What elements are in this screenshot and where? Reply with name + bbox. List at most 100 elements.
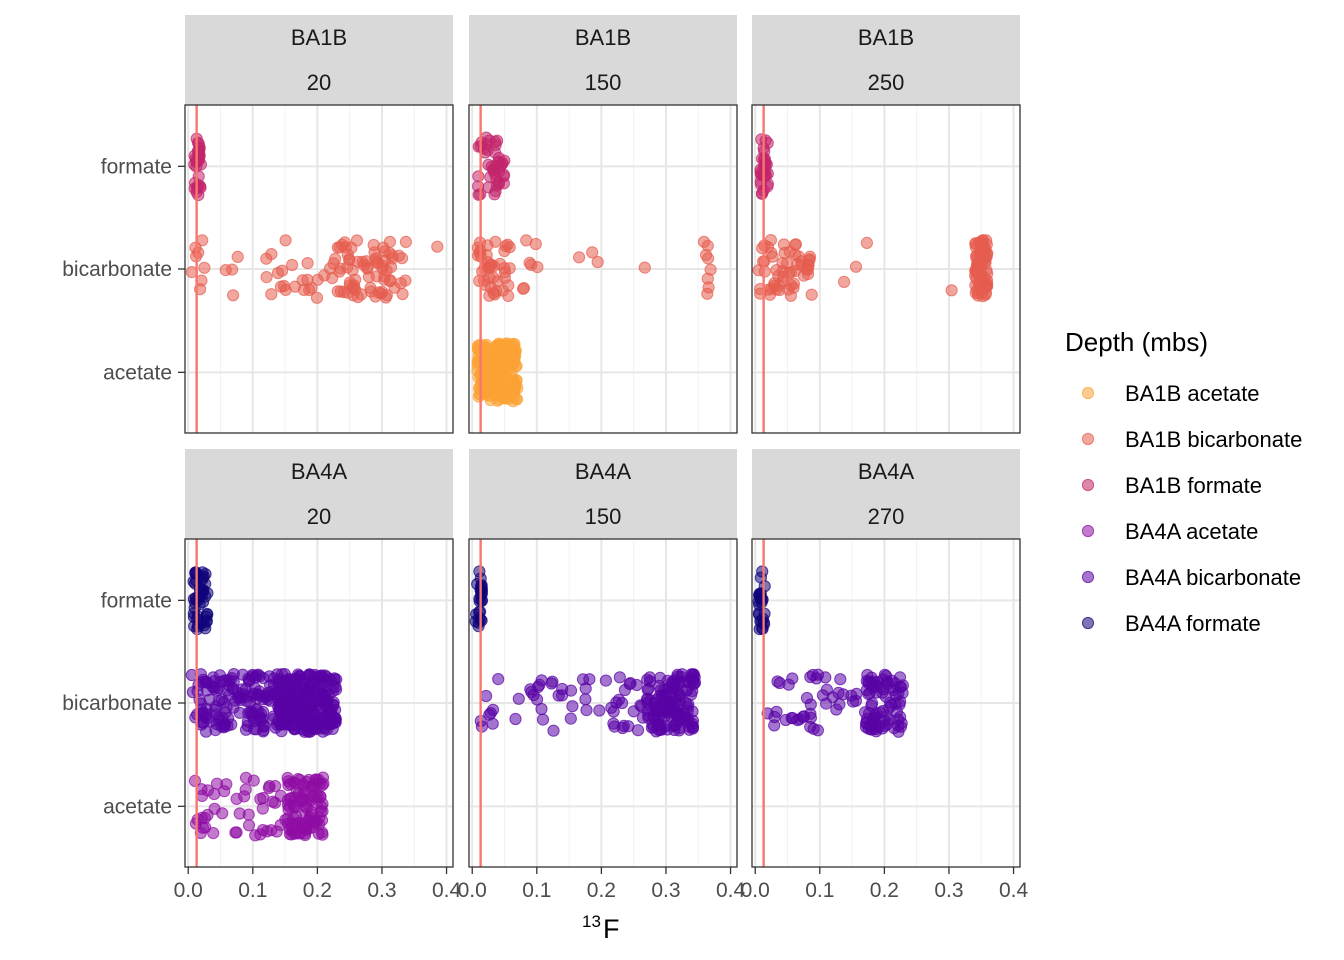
data-point [196, 234, 209, 247]
x-tick-label: 0.2 [587, 879, 616, 902]
legend-items: BA1B acetate BA1B bicarbonate BA1B formate… [1081, 381, 1302, 636]
data-point [659, 719, 673, 733]
legend-key [1081, 386, 1095, 400]
data-points [752, 565, 910, 738]
data-point [613, 671, 626, 684]
facet-strip-site-label: BA1B [575, 25, 631, 50]
data-point [643, 671, 656, 684]
data-point [275, 668, 289, 681]
data-point [298, 827, 311, 840]
data-point [289, 818, 302, 832]
facet-strip-site-label: BA4A [291, 459, 348, 484]
data-point [785, 711, 798, 725]
x-tick-label: 0.4 [432, 879, 462, 902]
data-point [227, 289, 240, 302]
facet-panel-ba4a-20: BA4A 20 acetate bicarbonate formate 0.0 0.1 0.2… [62, 449, 461, 902]
data-point [654, 671, 667, 685]
legend-item: BA4A formate [1081, 611, 1261, 636]
x-tick-label: 0.2 [870, 879, 899, 902]
panel-border [751, 104, 1021, 434]
data-point [329, 713, 342, 726]
data-point [188, 601, 201, 615]
data-point [498, 266, 512, 279]
data-point [233, 807, 246, 820]
data-point [208, 788, 221, 801]
data-point [367, 238, 380, 252]
data-point [545, 677, 558, 690]
y-tick-label: acetate [103, 361, 172, 384]
data-point [776, 265, 789, 278]
data-point [492, 673, 505, 686]
data-point [198, 261, 211, 274]
data-point [200, 702, 213, 716]
data-point [310, 291, 324, 304]
data-point [250, 723, 263, 736]
data-point [286, 258, 299, 272]
data-point [242, 819, 256, 832]
data-point [870, 686, 883, 699]
data-point [343, 279, 356, 292]
data-point [201, 608, 214, 621]
data-point [697, 235, 711, 248]
data-points [752, 133, 994, 303]
data-point [979, 256, 992, 269]
data-point [431, 240, 444, 253]
data-point [222, 712, 235, 725]
data-point [866, 697, 879, 710]
data-point [313, 712, 326, 725]
data-point [231, 250, 244, 263]
x-tick-label: 0.3 [934, 879, 963, 902]
facet-strip-site-label: BA1B [291, 25, 347, 50]
data-point [491, 275, 504, 288]
data-point [834, 673, 847, 686]
data-point [520, 234, 533, 247]
data-point [631, 724, 645, 737]
data-point [796, 710, 810, 724]
data-point [616, 721, 629, 735]
data-points [469, 565, 702, 738]
data-points [185, 132, 444, 304]
data-point [238, 790, 251, 803]
facet-strip-site-label: BA4A [858, 459, 915, 484]
data-point [301, 257, 314, 270]
data-point [346, 264, 359, 277]
data-point [517, 282, 531, 295]
data-point [573, 251, 586, 264]
legend-key [1081, 524, 1095, 538]
data-point [630, 678, 643, 692]
facet-strip [752, 449, 1020, 539]
facet-strip [185, 449, 453, 539]
facet-strip-depth-label: 20 [307, 504, 331, 529]
data-point [480, 386, 493, 399]
data-point [533, 678, 546, 692]
panel-border [751, 538, 1021, 868]
data-point [307, 678, 321, 691]
facet-strip-depth-label: 150 [585, 70, 622, 95]
data-point [362, 270, 375, 283]
legend-key [1081, 478, 1095, 492]
data-point [230, 826, 243, 839]
data-point [489, 135, 502, 148]
data-point [483, 708, 496, 721]
data-point [243, 674, 256, 687]
data-point [668, 692, 682, 705]
y-tick-label: bicarbonate [62, 692, 172, 715]
data-point [372, 286, 385, 299]
data-point [860, 236, 874, 249]
data-point [599, 674, 613, 687]
facet-panels: BA1B20acetatebicarbonateformateBA1B150BA… [62, 15, 1028, 902]
facet-strip-depth-label: 250 [868, 70, 905, 95]
x-tick-label: 0.0 [458, 879, 487, 902]
data-point [789, 238, 803, 251]
facet-strip [469, 449, 737, 539]
data-point [256, 802, 269, 815]
facet-strip-site-label: BA4A [575, 459, 632, 484]
data-point [849, 260, 863, 273]
x-tick-label: 0.0 [174, 879, 203, 902]
data-point [196, 676, 209, 689]
data-point [260, 252, 273, 265]
data-point [192, 246, 205, 259]
data-point [805, 288, 818, 301]
data-point [257, 791, 270, 805]
legend-label: BA1B formate [1125, 473, 1262, 498]
